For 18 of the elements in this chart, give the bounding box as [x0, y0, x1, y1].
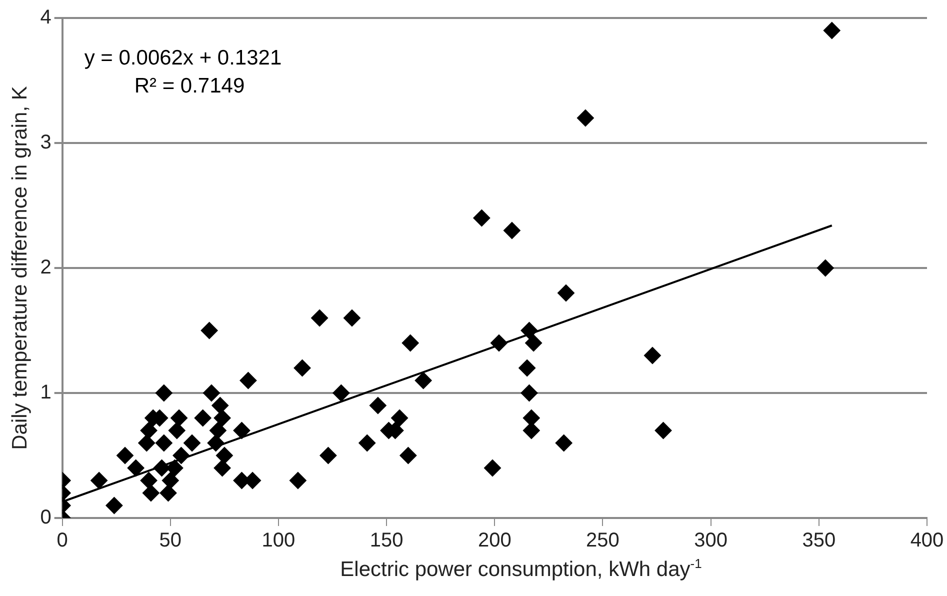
x-tick-label: 0 — [56, 530, 68, 552]
y-tick-label: 2 — [40, 256, 52, 279]
x-tick-label: 400 — [910, 530, 944, 552]
x-tick-label: 300 — [694, 530, 728, 552]
x-axis-title: Electric power consumption, kWh day$^{-1}$ — [339, 556, 703, 582]
y-axis-title: Daily temperature difference in grain, K — [8, 86, 32, 450]
y-tick-label: 3 — [40, 132, 52, 154]
x-tick-label: 250 — [586, 530, 620, 552]
annotation: y = 0.0062x + 0.1321 — [84, 46, 282, 70]
x-tick-label: 50 — [159, 530, 182, 552]
x-tick-label: 100 — [262, 530, 296, 552]
x-tick-label: 150 — [370, 530, 404, 552]
y-tick-label: 4 — [40, 6, 52, 29]
y-tick-label: 1 — [40, 382, 52, 404]
x-tick-label: 200 — [478, 530, 512, 552]
annotation: R² = 0.7149 — [134, 74, 245, 98]
y-tick-label: 0 — [40, 506, 52, 529]
x-tick-label: 350 — [802, 530, 836, 552]
